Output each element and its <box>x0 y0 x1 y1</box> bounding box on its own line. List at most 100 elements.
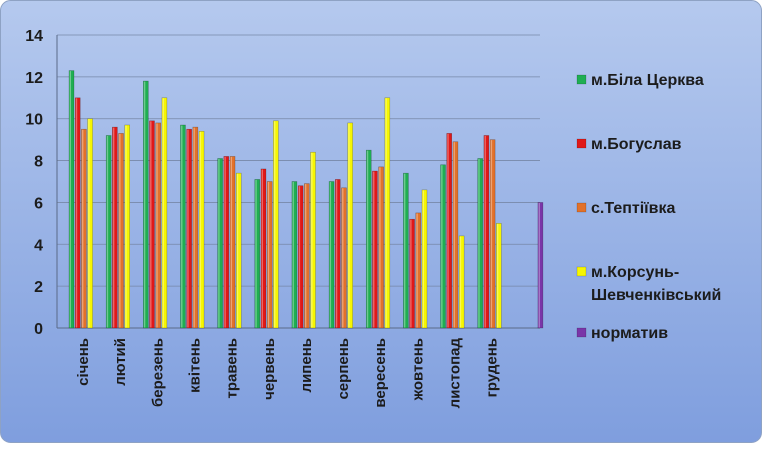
bar <box>347 122 353 329</box>
bar <box>372 170 378 329</box>
bar <box>254 179 261 329</box>
bar <box>335 179 341 329</box>
bar <box>483 135 490 329</box>
bar-highlight <box>348 123 350 328</box>
bar-highlight <box>156 123 158 328</box>
bar-highlight <box>255 179 257 328</box>
bar-highlight <box>218 158 220 328</box>
bar-highlight <box>311 152 313 328</box>
x-tick-label: жовтень <box>409 338 426 401</box>
bar-highlight <box>292 182 294 328</box>
bar <box>304 183 310 329</box>
bars <box>68 70 544 329</box>
bar <box>446 133 452 329</box>
x-tick-label: липень <box>298 338 315 392</box>
y-tick-label: 14 <box>25 28 43 45</box>
bar <box>440 164 446 329</box>
bar <box>74 97 81 329</box>
bar <box>155 122 161 329</box>
bar-highlight <box>230 156 233 328</box>
x-tick-label: травень <box>224 338 241 399</box>
legend-swatch <box>576 138 587 149</box>
bar <box>341 187 347 329</box>
bar <box>87 118 93 329</box>
bar <box>81 128 87 329</box>
bar <box>192 126 199 329</box>
bar <box>235 172 242 329</box>
bar <box>223 156 230 329</box>
y-tick-label: 0 <box>34 321 43 338</box>
bar-highlight <box>459 236 462 328</box>
bar <box>310 151 316 329</box>
bar-highlight <box>329 182 332 328</box>
legend-swatch <box>576 327 587 338</box>
bar-highlight <box>538 202 540 328</box>
bar-highlight <box>453 142 455 328</box>
bar-highlight <box>298 186 301 328</box>
legend-swatch <box>576 266 587 277</box>
bar <box>365 149 372 329</box>
bar <box>105 135 112 329</box>
x-tick-label: вересень <box>372 338 389 408</box>
bar-highlight <box>88 119 90 328</box>
x-tick-label: квітень <box>186 338 203 393</box>
bar-highlight <box>366 150 369 328</box>
legend-swatch <box>576 202 587 213</box>
x-tick-label: листопад <box>447 338 464 409</box>
bar <box>452 141 459 329</box>
bar-highlight <box>199 131 202 328</box>
bar-highlight <box>267 182 270 328</box>
bar <box>537 202 544 329</box>
legend-label: м.Богуслав <box>591 136 682 153</box>
bar-highlight <box>490 140 493 328</box>
bar <box>477 158 483 329</box>
bar-highlight <box>496 223 499 328</box>
bar <box>217 158 223 329</box>
bar <box>180 124 186 329</box>
bar-highlight <box>342 188 344 328</box>
bar-highlight <box>187 129 189 328</box>
legend-label: м.Корсунь-Шевченківський <box>591 264 721 304</box>
bar-highlight <box>150 121 152 328</box>
legend-label: м.Біла Церква <box>591 72 704 89</box>
bar <box>149 120 155 329</box>
bar-highlight <box>119 133 121 328</box>
bar <box>266 181 273 329</box>
legend-swatch <box>576 74 587 85</box>
x-tick-label: березень <box>149 338 166 407</box>
y-tick-label: 12 <box>25 70 43 87</box>
bar-highlight <box>143 81 146 328</box>
y-tick-label: 6 <box>34 195 43 212</box>
bar-highlight <box>403 173 406 328</box>
x-tick-label: червень <box>261 338 278 400</box>
bar <box>260 168 267 329</box>
y-tick-label: 8 <box>34 154 43 171</box>
bar <box>378 166 384 329</box>
bar-highlight <box>441 165 443 328</box>
bar <box>124 124 131 329</box>
bar <box>384 97 391 329</box>
bar <box>68 70 75 329</box>
bar <box>198 131 205 329</box>
bar <box>112 126 118 329</box>
bar-highlight <box>106 135 109 328</box>
bar-highlight <box>162 98 164 328</box>
bar <box>297 185 304 329</box>
bar <box>421 189 428 329</box>
x-tick-label: лютий <box>112 338 129 386</box>
legend: м.Біла Церква м.Богуслав с.Тептіївка м.Корс… <box>576 72 721 342</box>
bar <box>415 212 422 329</box>
bar-highlight <box>125 125 127 328</box>
bar-highlight <box>75 98 78 328</box>
bar <box>143 80 149 329</box>
bar-highlight <box>112 127 115 328</box>
bar-highlight <box>410 219 412 328</box>
bar <box>328 181 335 329</box>
bar-highlight <box>261 169 263 328</box>
bar <box>118 133 124 329</box>
bar-highlight <box>379 167 381 328</box>
bar <box>496 223 502 329</box>
bar-highlight <box>236 173 239 328</box>
bar-highlight <box>273 121 276 328</box>
